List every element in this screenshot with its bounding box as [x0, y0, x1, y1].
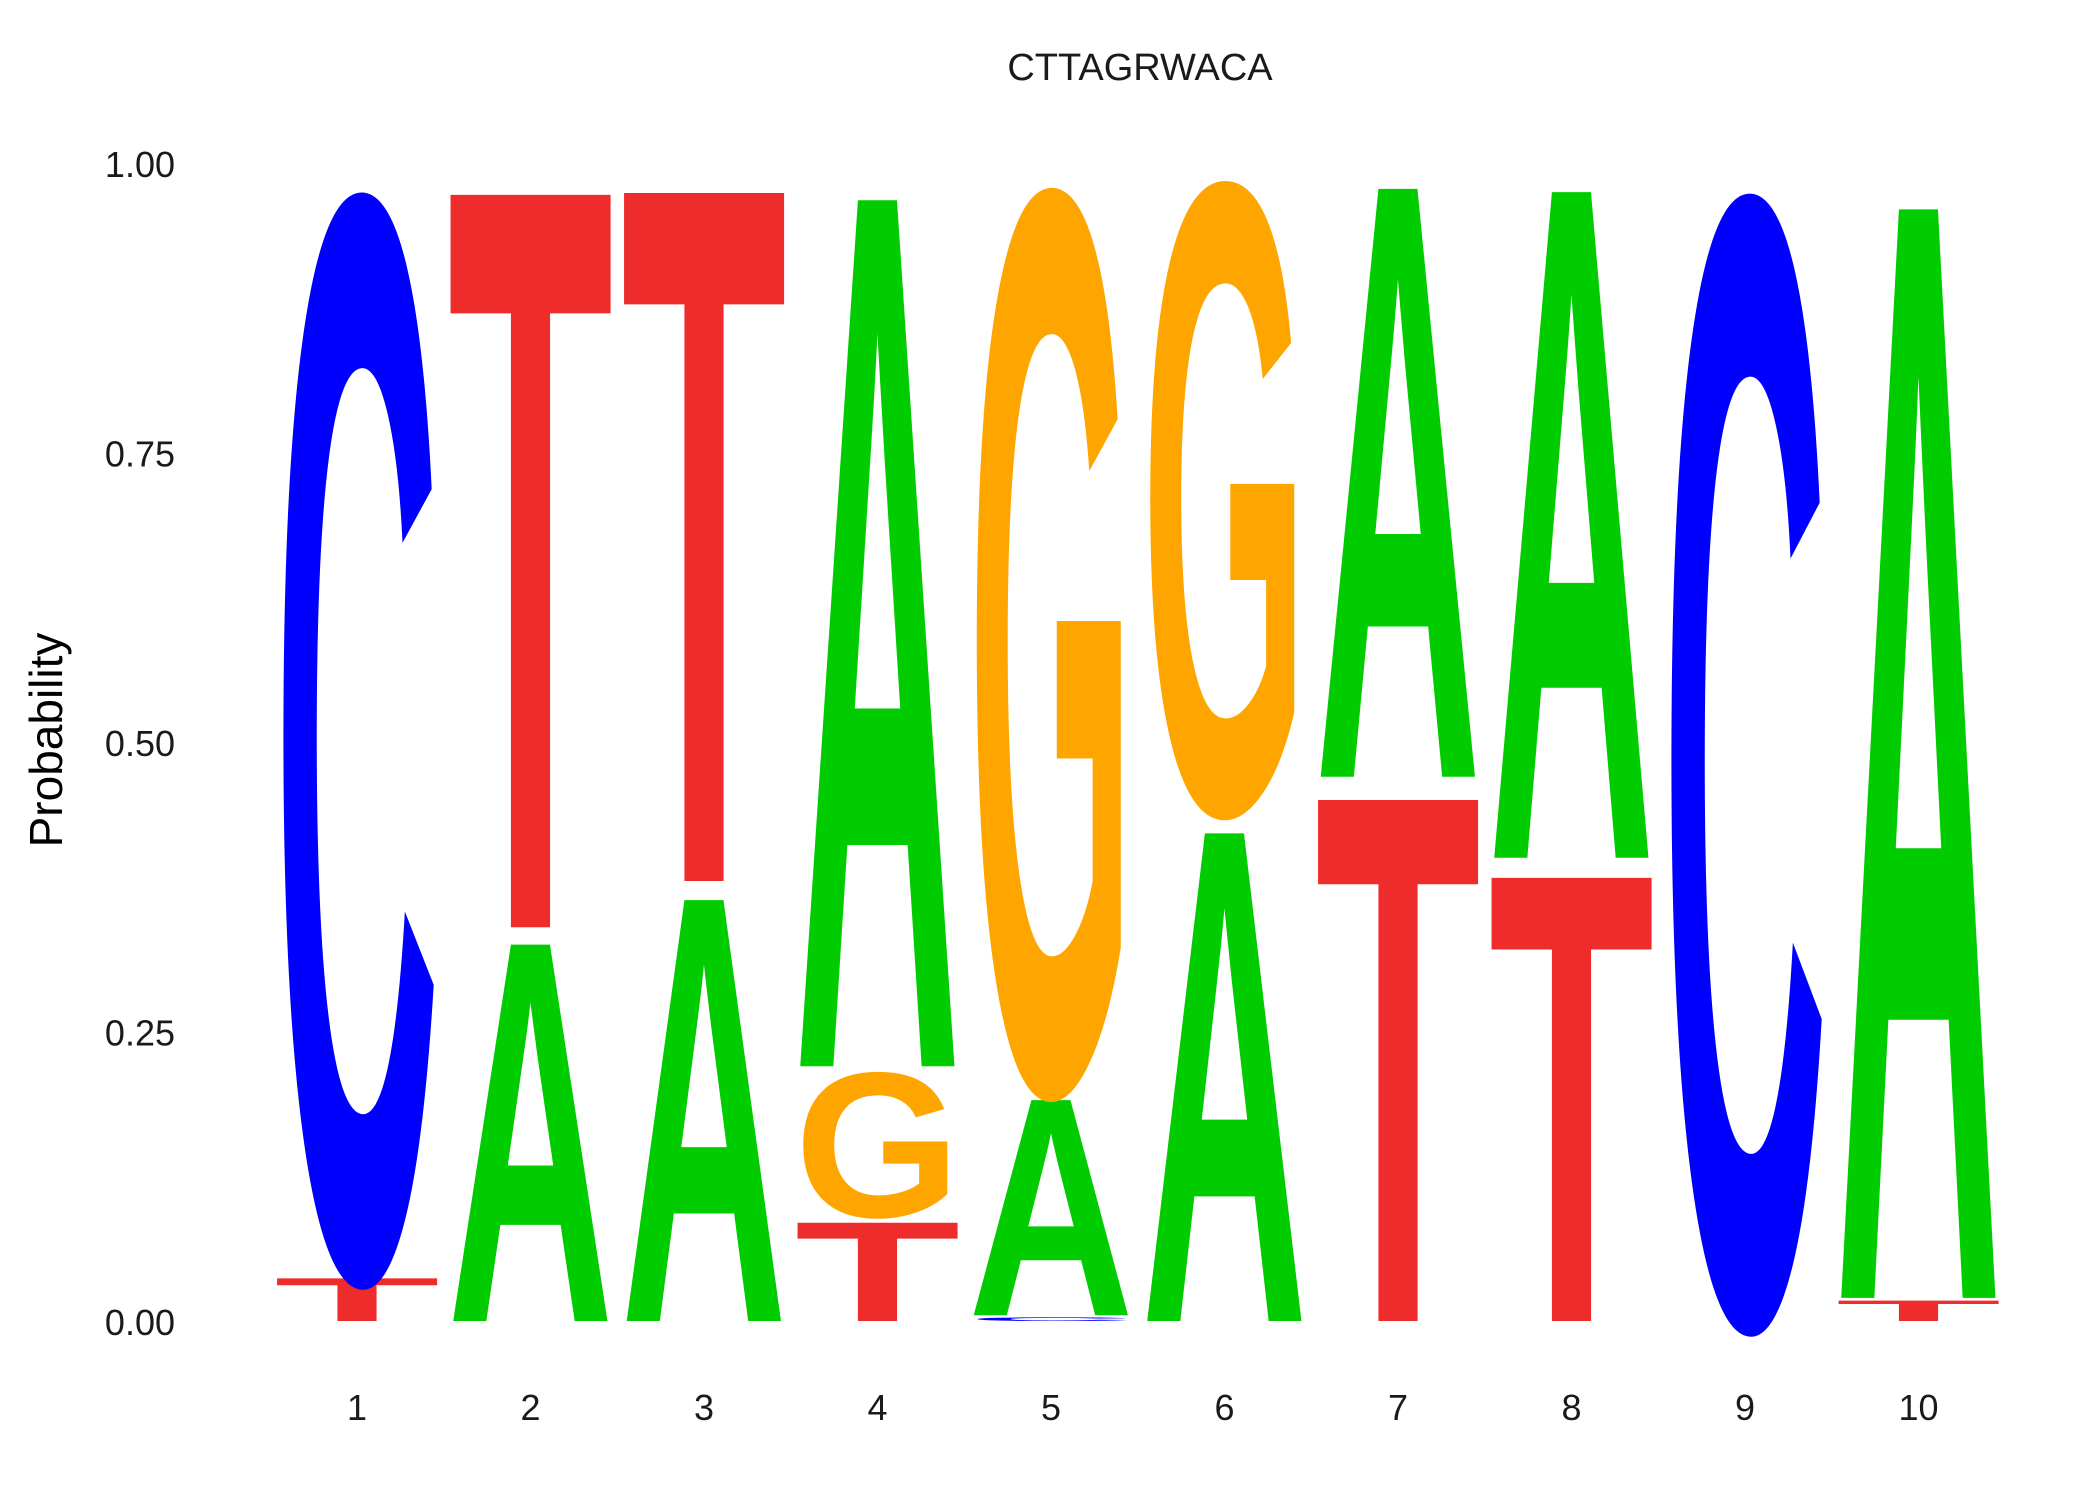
x-tick-label: 8 — [1561, 1387, 1581, 1428]
logo-letter-T: T — [1836, 1294, 2002, 1327]
x-tick-label: 1 — [347, 1387, 367, 1428]
logo-letter-C: C — [1662, 0, 1828, 1500]
x-tick-label: 5 — [1041, 1387, 1061, 1428]
logo-letter-C: C — [274, 0, 440, 1500]
x-tick-label: 2 — [520, 1387, 540, 1428]
logo-letter-T: T — [621, 0, 787, 1094]
logo-letter-G: G — [795, 1028, 961, 1261]
y-tick-label: 0.50 — [105, 723, 175, 764]
logo-letter-T: T — [794, 1192, 960, 1351]
chart-title: CTTAGRWACA — [1007, 47, 1273, 89]
x-tick-label: 10 — [1898, 1387, 1938, 1428]
x-tick-label: 7 — [1388, 1387, 1408, 1428]
logo-letter-A: A — [1836, 0, 2002, 1500]
y-tick-label: 0.75 — [105, 434, 175, 475]
logo-letter-T: T — [274, 1265, 440, 1334]
logo-letter-A: A — [795, 0, 961, 1333]
x-tick-label: 9 — [1735, 1387, 1755, 1428]
logo-letter-A: A — [448, 826, 614, 1437]
y-axis-label: Probability — [20, 633, 72, 848]
logo-letter-A: A — [1315, 4, 1481, 959]
x-tick-label: 6 — [1214, 1387, 1234, 1428]
x-axis-ticks: 1 2 3 4 5 6 7 8 9 10 — [347, 1387, 1939, 1428]
y-axis-ticks: 0.00 0.25 0.50 0.75 1.00 — [105, 144, 175, 1343]
logo-letter-C: C — [968, 1316, 1134, 1322]
logo-letter-G: G — [1142, 0, 1308, 1004]
x-tick-label: 4 — [867, 1387, 887, 1428]
x-tick-label: 3 — [694, 1387, 714, 1428]
logo-letter-G: G — [968, 0, 1134, 1364]
logo-letter-A: A — [1141, 679, 1307, 1471]
logo-letter-T: T — [448, 0, 614, 1153]
y-tick-label: 1.00 — [105, 144, 175, 185]
logo-letter-T: T — [1315, 635, 1481, 1482]
logo-letter-A: A — [1489, 0, 1655, 1064]
y-tick-label: 0.00 — [105, 1302, 175, 1343]
y-tick-label: 0.25 — [105, 1013, 175, 1054]
logo-letter-A: A — [621, 768, 787, 1451]
logo-letter-T: T — [1489, 737, 1655, 1458]
logo-letter-A: A — [968, 1034, 1134, 1383]
